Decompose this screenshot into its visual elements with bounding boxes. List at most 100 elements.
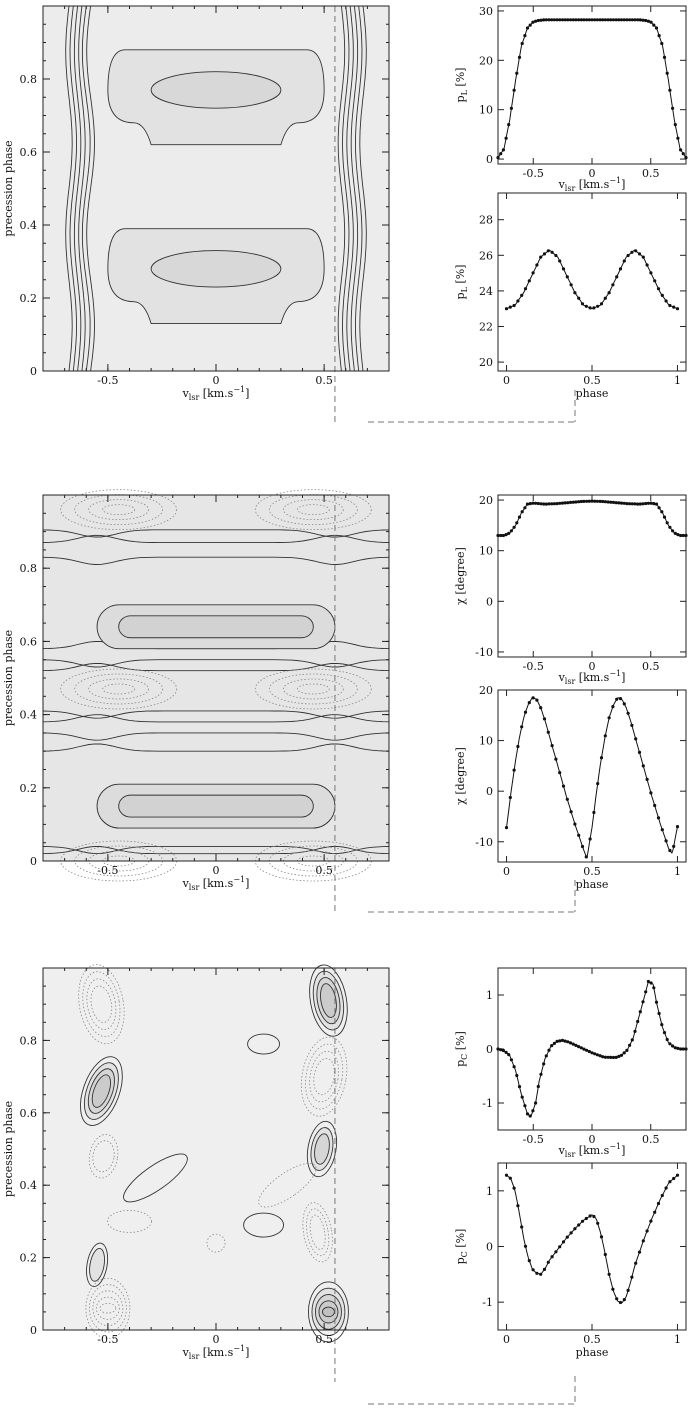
data-point: [672, 844, 676, 849]
data-point: [517, 1085, 522, 1089]
data-point: [615, 1297, 619, 1301]
data-point: [577, 18, 581, 22]
data-point: [539, 706, 543, 710]
data-point: [619, 501, 624, 505]
data-point: [560, 18, 565, 22]
data-point: [504, 1050, 508, 1054]
data-point: [596, 1221, 600, 1225]
contour-negative: [86, 978, 117, 1030]
y-axis-label: pL [%]: [454, 68, 469, 103]
x-tick-label: 0: [213, 864, 220, 877]
data-point: [566, 1040, 570, 1044]
y-tick-label: 0: [486, 1043, 493, 1056]
data-point: [531, 20, 535, 24]
data-point: [512, 1065, 516, 1069]
data-point: [645, 263, 649, 267]
data-point: [566, 501, 570, 505]
contour-inner: [150, 71, 282, 109]
data-point: [531, 501, 535, 505]
data-point: [654, 502, 659, 506]
dotted-contour: [268, 673, 358, 705]
dotted-contour: [102, 504, 136, 516]
data-point: [684, 156, 688, 160]
contour-left: [81, 5, 91, 372]
data-point: [649, 981, 653, 985]
y-tick-label: 0: [30, 855, 37, 868]
data-point: [550, 1255, 554, 1259]
data-point: [554, 1250, 558, 1254]
data-point: [630, 250, 634, 254]
data-point: [563, 501, 567, 505]
data-point: [617, 18, 621, 22]
data-point: [516, 299, 520, 303]
contour-positive: [83, 1062, 119, 1120]
contour-positive: [80, 1056, 123, 1126]
data-point: [568, 18, 573, 22]
data-point: [569, 810, 573, 814]
data-point: [628, 1043, 632, 1047]
data-point: [637, 252, 642, 256]
data-point: [649, 501, 653, 505]
data-point: [496, 1047, 500, 1051]
data-point: [544, 502, 548, 506]
x-tick-label: 0.5: [583, 1333, 601, 1346]
data-point: [531, 1109, 535, 1113]
data-point: [617, 1054, 621, 1058]
negative-contours: [78, 964, 348, 1339]
x-tick-label: 0: [503, 374, 510, 387]
data-point: [615, 697, 619, 701]
data-point: [590, 1051, 594, 1055]
data-point: [653, 1210, 657, 1214]
data-point: [656, 1201, 661, 1206]
data-point: [558, 771, 562, 775]
data-point: [542, 717, 547, 721]
data-point: [671, 1044, 675, 1048]
x-tick-label: 0: [589, 167, 596, 180]
contour-negative: [82, 971, 121, 1038]
dotted-contour: [282, 678, 344, 700]
data-point: [603, 1055, 608, 1059]
contour-negative: [309, 1050, 340, 1103]
contour-negative: [95, 1296, 120, 1320]
data-point: [504, 826, 509, 830]
data-point: [569, 283, 573, 287]
data-point: [634, 737, 638, 741]
data-point: [523, 1104, 527, 1108]
x-tick-label: -0.5: [97, 1333, 118, 1346]
data-point: [618, 697, 623, 701]
data-point: [593, 1052, 597, 1056]
contour-negative: [78, 964, 125, 1045]
data-point: [606, 18, 610, 22]
y-tick-label: 22: [479, 321, 493, 334]
dotted-contour: [88, 499, 150, 521]
data-point: [536, 1084, 540, 1089]
data-point: [568, 500, 573, 504]
data-point: [660, 510, 664, 514]
y-tick-label: 20: [479, 684, 493, 697]
contour-band: [42, 529, 390, 538]
data-point: [660, 293, 664, 297]
dotted-contour: [296, 504, 330, 516]
data-point: [539, 1272, 543, 1276]
data-point: [590, 499, 594, 503]
data-point: [527, 279, 531, 283]
data-point: [625, 502, 629, 506]
x-tick-label: 0: [503, 865, 510, 878]
x-tick-label: 0.5: [642, 1133, 660, 1146]
data-point: [550, 18, 554, 22]
data-point: [554, 253, 558, 258]
data-point: [599, 1235, 604, 1239]
data-point: [520, 293, 524, 297]
data-point: [662, 515, 667, 519]
data-point: [644, 990, 648, 994]
data-point: [512, 525, 516, 529]
contour-band: [42, 845, 390, 855]
x-tick-label: 0.5: [642, 660, 660, 673]
data-point: [622, 702, 626, 706]
x-axis-label: vlsr [km.s−1]: [182, 875, 250, 892]
data-point: [509, 1058, 513, 1062]
x-tick-label: 0: [589, 660, 596, 673]
data-point: [601, 499, 605, 504]
data-point: [598, 499, 602, 503]
data-point: [649, 271, 653, 275]
